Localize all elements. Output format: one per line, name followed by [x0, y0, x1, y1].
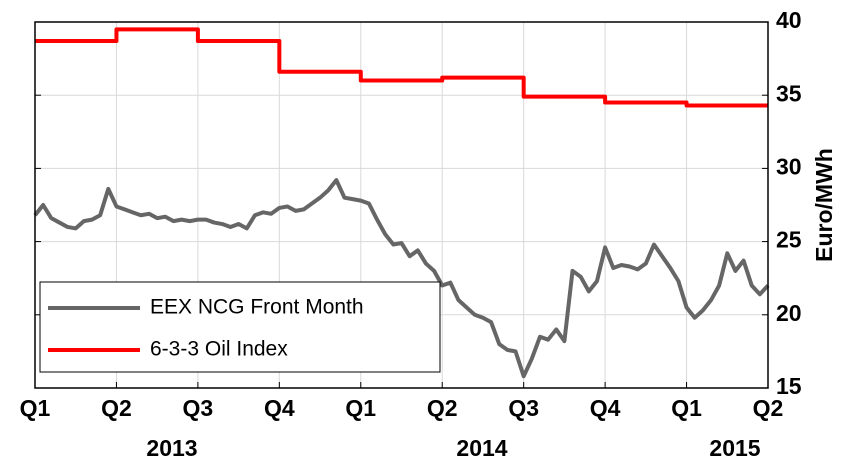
y-tick-label: 20: [776, 300, 802, 326]
y-axis-label: Euro/MWh: [811, 148, 837, 262]
legend-label: 6-3-3 Oil Index: [150, 338, 288, 361]
x-tick-label: Q1: [345, 395, 376, 421]
y-tick-label: 35: [776, 80, 802, 106]
legend-box: [39, 281, 441, 373]
year-label: 2015: [709, 435, 760, 461]
series-line: [35, 27, 768, 108]
legend: EEX NCG Front Month 6-3-3 Oil Index: [39, 281, 441, 373]
y-tick-label: 25: [776, 227, 802, 253]
x-tick-label: Q2: [753, 395, 784, 421]
x-tick-label: Q1: [20, 395, 51, 421]
plot-frame: [34, 21, 769, 389]
x-tick-label: Q2: [427, 395, 458, 421]
series-line: [33, 178, 770, 379]
year-label: 2014: [456, 435, 507, 461]
y-tick-label: 30: [776, 153, 802, 179]
y-tick-label: 15: [776, 373, 802, 399]
x-tick-label: Q2: [101, 395, 132, 421]
x-tick-label: Q4: [590, 395, 621, 421]
x-tick-label: Q3: [508, 395, 539, 421]
x-tick-label: Q3: [183, 395, 214, 421]
x-tick-label: Q1: [671, 395, 702, 421]
legend-label: EEX NCG Front Month: [150, 296, 364, 319]
y-tick-label: 40: [776, 7, 802, 33]
year-label: 2013: [146, 435, 197, 461]
x-tick-label: Q4: [264, 395, 295, 421]
